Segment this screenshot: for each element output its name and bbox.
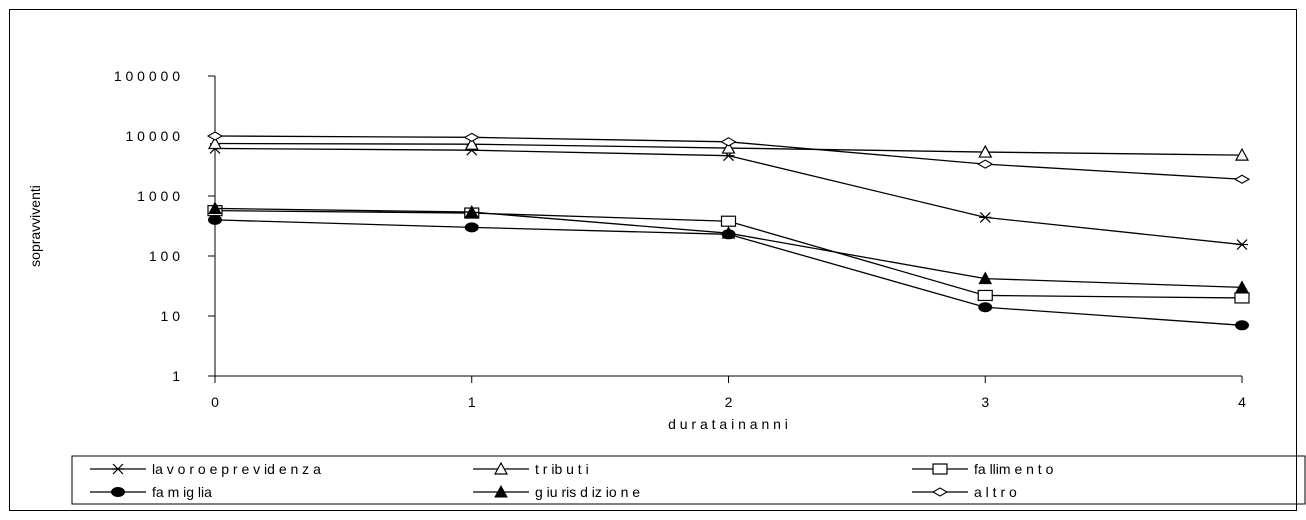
series-5 xyxy=(206,131,1251,184)
x-tick-label: 0 xyxy=(211,394,219,410)
legend-label: fa m ig lia xyxy=(152,484,212,500)
series-4 xyxy=(208,201,1249,293)
data-point xyxy=(721,140,736,154)
data-point xyxy=(1234,147,1250,161)
data-point xyxy=(720,215,737,227)
data-point xyxy=(720,137,737,147)
legend-marker xyxy=(932,463,948,475)
data-point xyxy=(1236,239,1248,251)
legend-item: la v o r o e p r e v id e n z a xyxy=(90,461,321,477)
data-point xyxy=(977,289,993,302)
data-point xyxy=(1234,292,1250,304)
y-tick-label: 1 0 0 0 0 xyxy=(126,128,181,144)
x-tick-label: 4 xyxy=(1238,394,1246,410)
legend-marker xyxy=(493,461,509,475)
data-point xyxy=(1235,280,1249,293)
legend-box xyxy=(71,455,1306,505)
series-2 xyxy=(207,205,1250,304)
data-point xyxy=(463,132,480,142)
legend-marker xyxy=(111,487,125,497)
data-point xyxy=(978,302,993,313)
data-point xyxy=(208,201,222,214)
legend-item: t r ib u t i xyxy=(473,461,589,477)
legend-label: fa llim e n t o xyxy=(974,461,1054,477)
legend-label: la v o r o e p r e v id e n z a xyxy=(152,461,321,477)
data-point xyxy=(978,144,993,158)
y-axis-ticks: 1 1 0 1 0 0 1 0 0 0 1 0 0 0 0 1 0 0 0 0 0 xyxy=(114,68,215,384)
legend-item: fa llim e n t o xyxy=(912,461,1054,477)
x-axis-title: d u r a t a i n a n n i xyxy=(668,416,788,432)
legend-label: g iu ris d iz io n e xyxy=(535,484,640,500)
y-tick-label: 1 0 0 0 0 0 xyxy=(114,68,180,84)
data-point xyxy=(207,136,223,150)
legend: la v o r o e p r e v id e n z a t r ib u … xyxy=(90,461,1054,500)
y-axis-title: sopravviventi xyxy=(27,185,43,267)
data-point xyxy=(206,131,224,141)
series-layer xyxy=(206,131,1251,331)
data-point xyxy=(977,159,994,169)
legend-item: fa m ig lia xyxy=(90,484,212,500)
data-point xyxy=(978,271,993,285)
data-point xyxy=(979,211,992,223)
legend-marker xyxy=(931,487,949,497)
data-point xyxy=(464,222,479,233)
x-tick-label: 3 xyxy=(981,394,989,410)
y-tick-label: 1 0 xyxy=(161,308,181,324)
x-tick-label: 2 xyxy=(725,394,733,410)
y-tick-label: 1 xyxy=(172,368,180,384)
legend-label: t r ib u t i xyxy=(535,461,589,477)
data-point xyxy=(1233,174,1251,184)
data-point xyxy=(464,136,479,150)
series-1 xyxy=(207,136,1250,161)
data-point xyxy=(721,226,736,239)
x-tick-label: 1 xyxy=(468,394,476,410)
legend-label: a l t r o xyxy=(974,484,1017,500)
series-0 xyxy=(209,143,1248,251)
legend-marker xyxy=(494,484,508,498)
chart-frame xyxy=(9,9,1297,511)
y-tick-label: 1 0 0 0 xyxy=(137,188,180,204)
data-point xyxy=(1235,320,1249,331)
legend-item: g iu ris d iz io n e xyxy=(473,484,640,500)
y-tick-label: 1 0 0 xyxy=(149,248,180,264)
legend-item: a l t r o xyxy=(912,484,1017,500)
data-point xyxy=(464,205,479,218)
x-axis-ticks: 0 1 2 3 4 xyxy=(211,376,1246,410)
data-point xyxy=(208,214,222,225)
legend-marker xyxy=(112,463,124,475)
